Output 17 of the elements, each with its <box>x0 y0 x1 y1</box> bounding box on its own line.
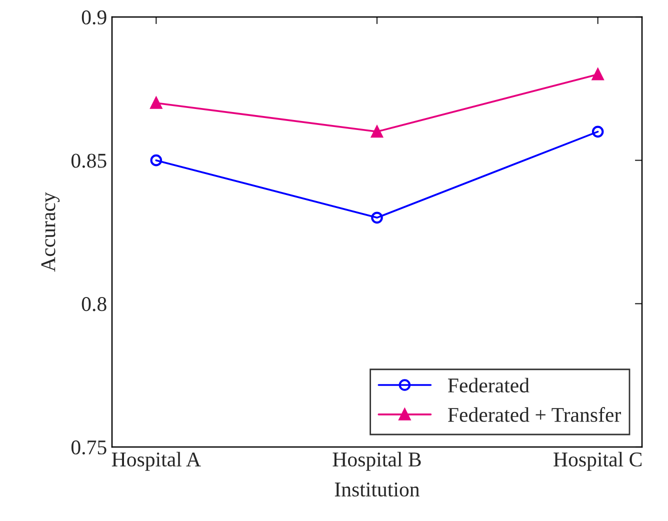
x-tick-label: Hospital C <box>554 452 642 471</box>
y-tick-label: 0.8 <box>82 297 106 312</box>
point <box>150 154 162 166</box>
point <box>150 97 162 109</box>
x-tick-label: Hospital A <box>112 452 201 471</box>
y-tick-label: 0.75 <box>71 440 106 455</box>
point <box>371 126 383 138</box>
point <box>371 212 383 224</box>
x-axis-title: Institution <box>334 482 420 497</box>
x-tick-label: Hospital B <box>332 452 421 471</box>
y-axis-title: Accuracy <box>41 192 60 272</box>
legend-label: Federated <box>448 378 530 392</box>
y-tick-label: 0.9 <box>82 10 106 25</box>
y-tick-label: 0.85 <box>71 154 106 168</box>
legend-label: Federated + Transfer <box>448 407 621 422</box>
point <box>592 126 604 138</box>
point <box>592 68 604 80</box>
